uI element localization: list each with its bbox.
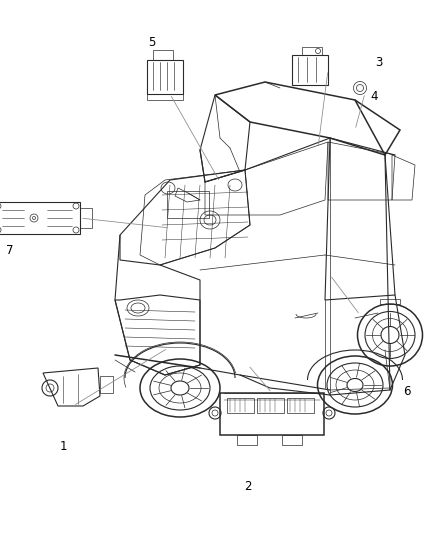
Text: 7: 7 xyxy=(6,244,14,256)
Text: 2: 2 xyxy=(244,480,252,493)
Text: 1: 1 xyxy=(59,440,67,453)
Text: 5: 5 xyxy=(148,36,155,50)
Text: 3: 3 xyxy=(375,55,382,69)
Text: 6: 6 xyxy=(403,385,410,398)
Text: 4: 4 xyxy=(370,90,378,102)
